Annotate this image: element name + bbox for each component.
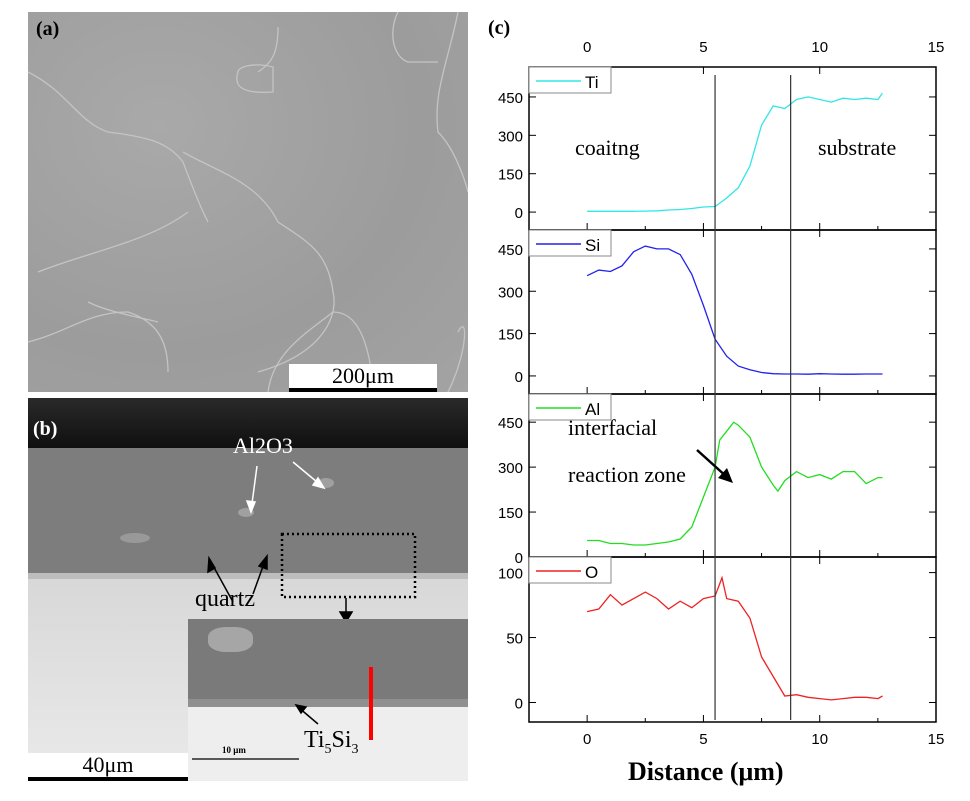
ti5si3-sub: 5 — [324, 741, 332, 757]
x-tick-label-bottom: 0 — [583, 731, 591, 748]
legend-label-Si: Si — [585, 236, 600, 255]
panel-label-b: (b) — [33, 418, 58, 440]
inset-arrow — [192, 703, 319, 760]
substrate-annotation: substrate — [818, 135, 897, 160]
particle — [120, 533, 150, 543]
y-tick-label: 150 — [498, 327, 523, 344]
y-tick-label: 0 — [515, 369, 523, 386]
x-tick-label-top: 5 — [699, 39, 707, 56]
series-line-O — [586, 575, 883, 701]
panel-label-a: (a) — [36, 18, 60, 40]
y-tick-label: 300 — [498, 128, 523, 145]
ti5si3-sub: 3 — [351, 741, 359, 757]
legend-box-O — [528, 556, 612, 584]
ti5si3-label: Ti5Si3 — [304, 727, 359, 758]
x-axis-title: Distance (μm) — [628, 757, 784, 786]
inset-particle — [208, 627, 253, 652]
x-tick-label-top: 0 — [583, 39, 591, 56]
scale-bar-40um: 40μm — [28, 753, 188, 781]
quartz-label: quartz — [195, 586, 255, 612]
al2o3-particle — [238, 508, 254, 517]
annotation-arrows — [207, 461, 417, 624]
legend-label-Ti: Ti — [585, 73, 599, 92]
x-tick-label-bottom: 5 — [699, 731, 707, 748]
grain-boundaries — [28, 12, 468, 392]
legend-box-Al — [528, 393, 612, 421]
y-tick-label: 0 — [515, 550, 523, 567]
y-tick-label: 0 — [515, 205, 523, 222]
series-line-Ti — [587, 92, 884, 212]
x-tick-label-bottom: 10 — [811, 731, 828, 748]
zoom-region-box — [280, 532, 417, 599]
scale-bar-200um: 200μm — [289, 364, 437, 392]
sem-image-surface: (a) 200μm — [28, 12, 468, 392]
legend-label-O: O — [585, 563, 598, 582]
series-line-Al — [587, 421, 883, 546]
legend-box-Ti — [528, 66, 612, 94]
al2o3-particle — [318, 478, 334, 488]
y-tick-label: 150 — [498, 505, 523, 522]
y-tick-label: 450 — [498, 242, 523, 259]
zone-arrowhead — [718, 468, 733, 483]
series-line-Si — [586, 245, 883, 375]
line-scan-marker — [369, 667, 373, 740]
zone-annotation-line1: interfacial — [568, 415, 658, 440]
coating-annotation: coaitng — [575, 135, 640, 160]
inset-scale-label: 10 μm — [222, 745, 246, 755]
y-tick-label: 300 — [498, 460, 523, 477]
zone-annotation-line2: reaction zone — [568, 462, 686, 487]
x-tick-label-top: 15 — [928, 39, 945, 56]
inset-magnified-image: 10 μm Ti5Si3 — [188, 619, 468, 781]
y-tick-label: 450 — [498, 415, 523, 432]
panel-label-c: (c) — [488, 17, 511, 39]
x-tick-label-bottom: 15 — [928, 731, 945, 748]
sem-image-cross-section: (b) Al2O3 quartz 40μm 10 μm Ti5Si3 — [28, 398, 468, 781]
legend-label-Al: Al — [585, 400, 600, 419]
y-tick-label: 50 — [506, 631, 523, 648]
plot-frame-O — [528, 556, 937, 723]
y-tick-label: 150 — [498, 167, 523, 184]
y-tick-label: 100 — [498, 566, 523, 583]
al2o3-label: Al2O3 — [233, 433, 293, 458]
ti5si3-text: Si — [331, 727, 352, 753]
ti5si3-text: Ti — [304, 727, 325, 753]
legend-box-Si — [528, 229, 612, 257]
y-tick-label: 450 — [498, 90, 523, 107]
x-tick-label-top: 10 — [811, 39, 828, 56]
y-tick-label: 300 — [498, 284, 523, 301]
y-tick-label: 0 — [515, 696, 523, 713]
